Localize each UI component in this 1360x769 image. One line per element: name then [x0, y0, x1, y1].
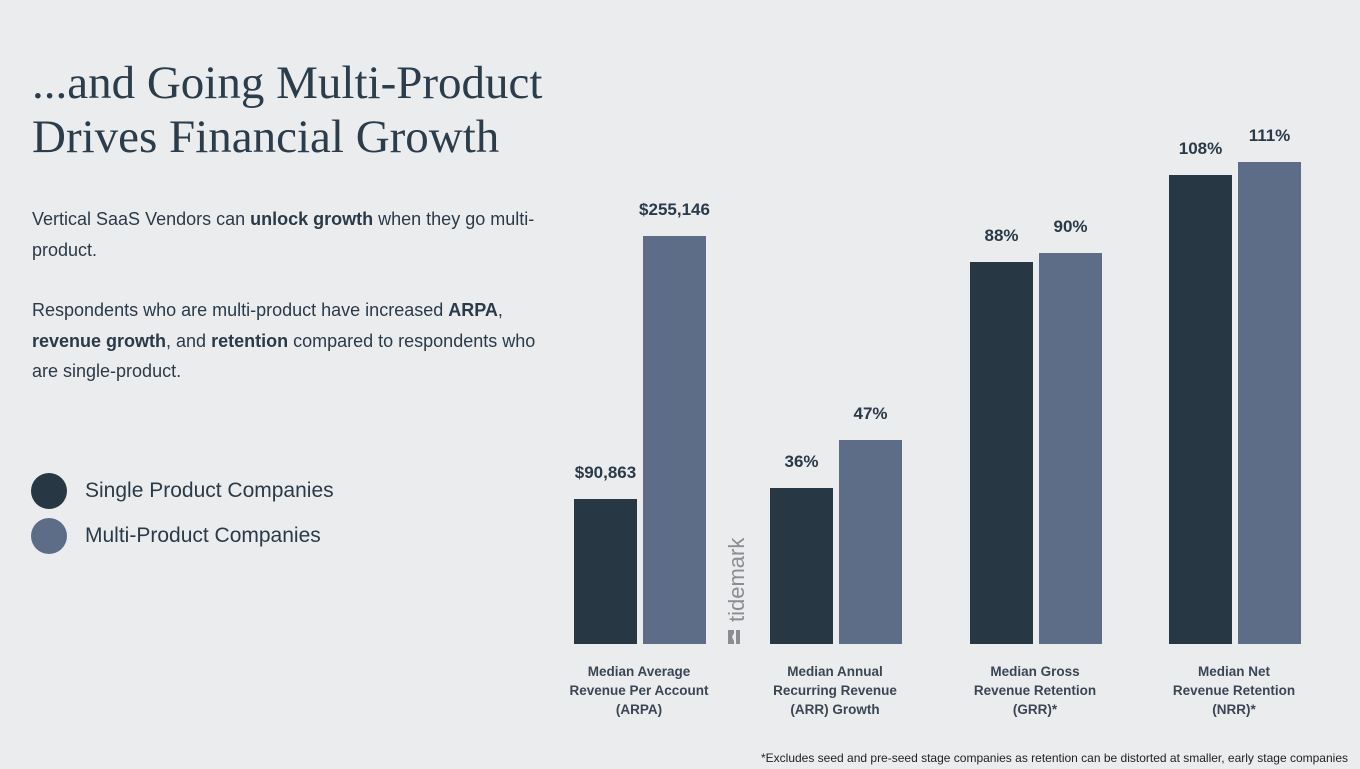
category-label: Median Gross Revenue Retention (GRR)* — [973, 664, 1097, 717]
bar-single-1 — [770, 487, 833, 644]
data-label: 90% — [1053, 217, 1088, 237]
legend-item-multi: Multi-Product Companies — [31, 513, 334, 558]
chart-legend: Single Product Companies Multi-Product C… — [31, 468, 334, 558]
bar-multi-3 — [1238, 162, 1301, 644]
bar-multi-1 — [839, 440, 902, 644]
bar-single-0 — [574, 498, 637, 644]
paragraph-1: Vertical SaaS Vendors can unlock growth … — [32, 209, 535, 260]
bar-multi-2 — [1039, 253, 1102, 644]
footnote: *Excludes seed and pre-seed stage compan… — [760, 751, 1348, 765]
bar-single-2 — [970, 262, 1033, 644]
data-label: $90,863 — [574, 462, 637, 482]
tidemark-logo: tidemark — [724, 537, 749, 644]
data-label: 36% — [784, 451, 819, 471]
title-line-1: ...and Going Multi-Product — [32, 57, 543, 109]
category-label: Median Net Revenue Retention (NRR)* — [1172, 664, 1296, 717]
data-label: 47% — [853, 404, 888, 424]
data-label: 88% — [984, 226, 1019, 246]
legend-swatch-multi — [31, 517, 67, 554]
legend-item-single: Single Product Companies — [31, 468, 334, 513]
description: Vertical SaaS Vendors can unlock growth … — [32, 204, 552, 417]
category-label: Median Average Revenue Per Account (ARPA) — [569, 664, 709, 717]
page-title: ...and Going Multi-Product Drives Financ… — [32, 56, 542, 164]
bar-multi-0 — [643, 235, 706, 644]
bar-single-3 — [1169, 175, 1232, 644]
data-label: 108% — [1178, 139, 1223, 159]
title-line-2: Drives Financial Growth — [32, 111, 500, 163]
paragraph-2: Respondents who are multi-product have i… — [32, 300, 536, 381]
data-label: 111% — [1248, 126, 1291, 146]
category-label: Median Annual Recurring Revenue (ARR) Grow… — [773, 664, 897, 717]
svg-text:tidemark: tidemark — [724, 537, 749, 622]
legend-swatch-single — [31, 472, 67, 509]
data-label: $255,146 — [639, 199, 710, 219]
